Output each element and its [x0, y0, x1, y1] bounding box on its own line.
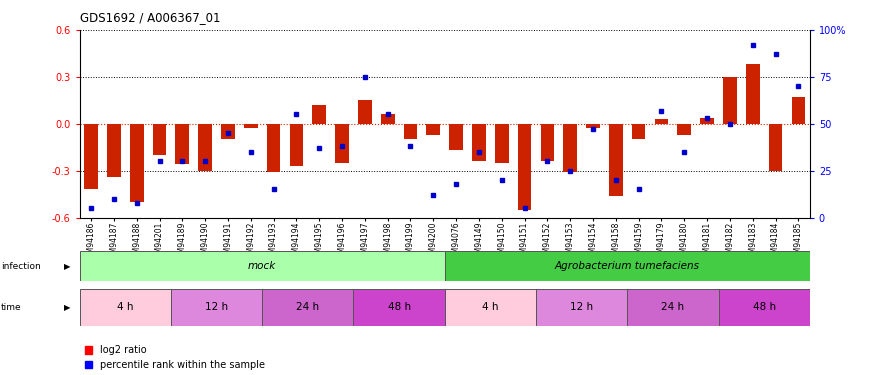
- Text: infection: infection: [1, 262, 41, 271]
- Text: ▶: ▶: [65, 303, 71, 312]
- Text: 12 h: 12 h: [205, 303, 228, 312]
- Bar: [171, 289, 262, 326]
- Bar: [450, 124, 463, 150]
- Bar: [627, 289, 719, 326]
- Text: Agrobacterium tumefaciens: Agrobacterium tumefaciens: [555, 261, 700, 271]
- Bar: [609, 124, 623, 196]
- Bar: [700, 117, 714, 124]
- Text: 4 h: 4 h: [482, 303, 498, 312]
- Bar: [746, 64, 759, 124]
- Bar: [152, 124, 166, 155]
- Bar: [564, 124, 577, 172]
- Text: 4 h: 4 h: [117, 303, 134, 312]
- Bar: [175, 124, 189, 164]
- Bar: [244, 124, 258, 128]
- Text: 48 h: 48 h: [388, 303, 411, 312]
- Bar: [335, 124, 349, 163]
- Bar: [495, 124, 509, 163]
- Bar: [586, 124, 600, 128]
- Bar: [312, 105, 326, 124]
- Bar: [444, 251, 810, 281]
- Bar: [632, 124, 645, 140]
- Bar: [262, 289, 353, 326]
- Bar: [289, 124, 304, 166]
- Bar: [655, 119, 668, 124]
- Text: mock: mock: [248, 261, 276, 271]
- Bar: [427, 124, 440, 135]
- Bar: [130, 124, 143, 202]
- Bar: [541, 124, 554, 161]
- Bar: [404, 124, 418, 140]
- Bar: [719, 289, 810, 326]
- Bar: [769, 124, 782, 171]
- Bar: [107, 124, 120, 177]
- Legend: log2 ratio, percentile rank within the sample: log2 ratio, percentile rank within the s…: [84, 345, 266, 370]
- Bar: [221, 124, 235, 140]
- Bar: [518, 124, 531, 210]
- Text: GDS1692 / A006367_01: GDS1692 / A006367_01: [80, 11, 220, 24]
- Bar: [723, 77, 736, 124]
- Text: ▶: ▶: [65, 262, 71, 271]
- Bar: [198, 124, 212, 171]
- Text: 24 h: 24 h: [296, 303, 319, 312]
- Bar: [80, 289, 171, 326]
- Bar: [536, 289, 627, 326]
- Bar: [677, 124, 691, 135]
- Bar: [791, 97, 805, 124]
- Bar: [80, 251, 444, 281]
- Bar: [358, 100, 372, 124]
- Text: 24 h: 24 h: [661, 303, 684, 312]
- Bar: [444, 289, 536, 326]
- Bar: [266, 124, 281, 172]
- Text: 12 h: 12 h: [570, 303, 593, 312]
- Text: 48 h: 48 h: [752, 303, 776, 312]
- Text: time: time: [1, 303, 21, 312]
- Bar: [472, 124, 486, 161]
- Bar: [353, 289, 444, 326]
- Bar: [84, 124, 98, 189]
- Bar: [381, 114, 395, 124]
